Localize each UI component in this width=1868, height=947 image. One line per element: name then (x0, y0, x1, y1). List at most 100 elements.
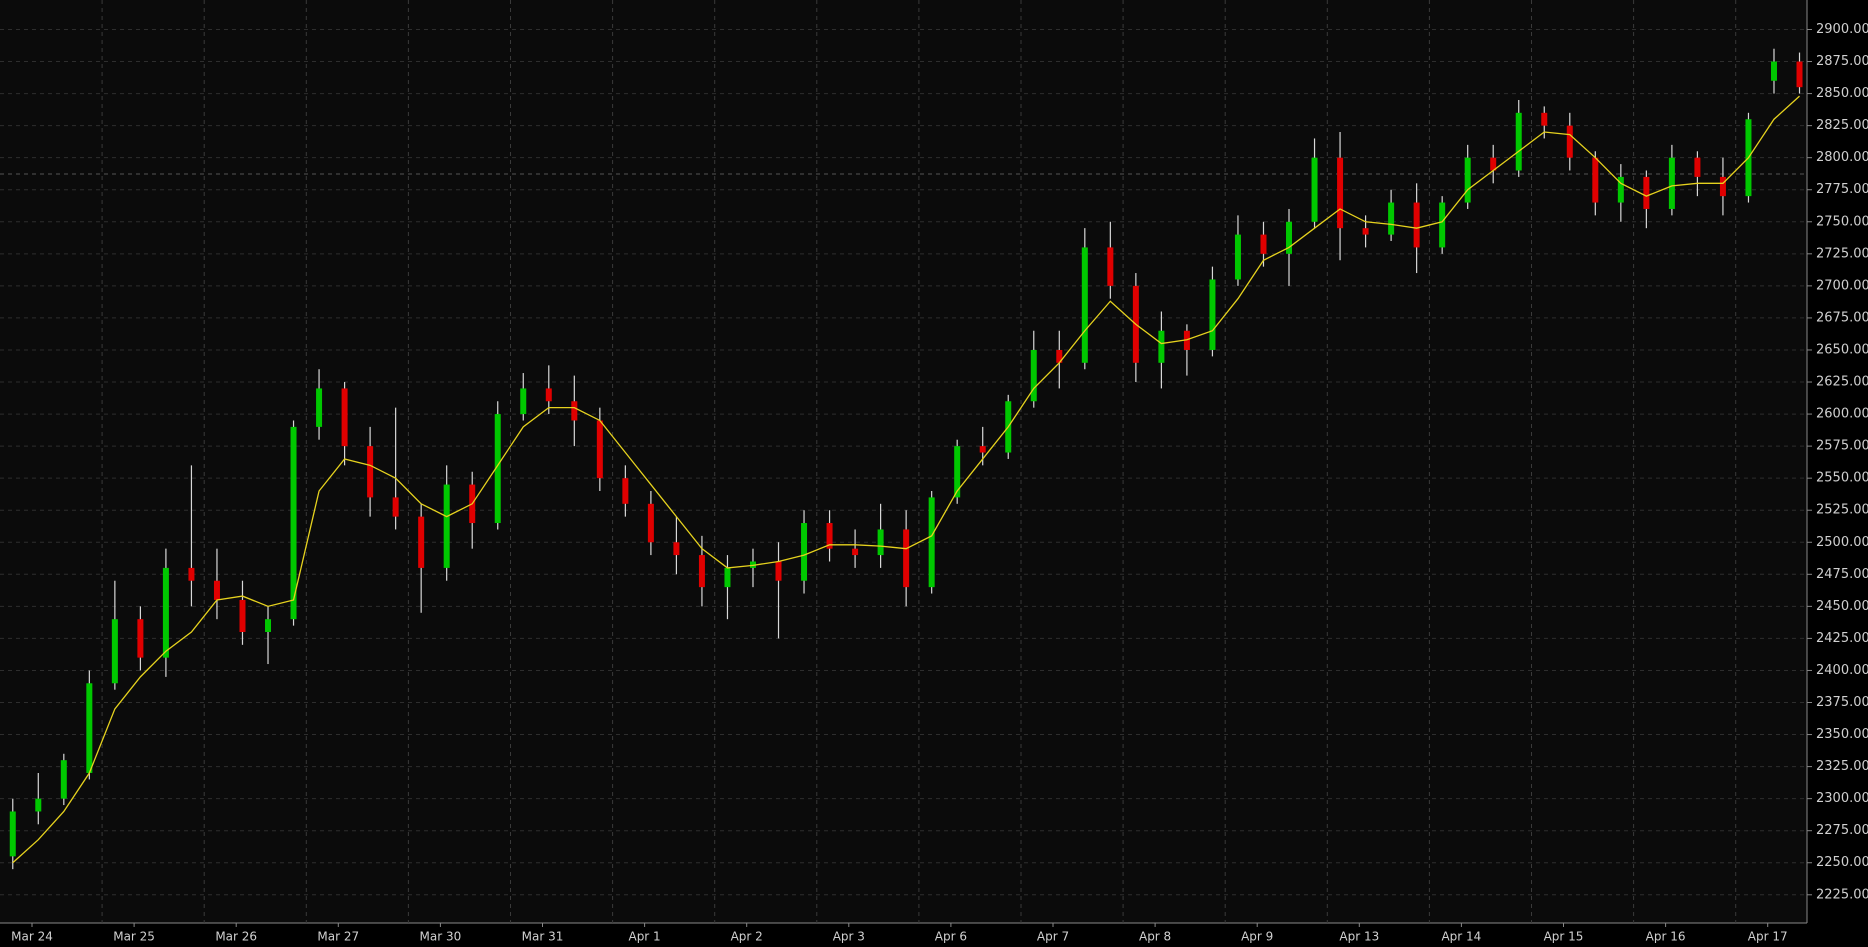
candle-body (928, 497, 935, 588)
y-tick-label: 2525.00 (1816, 503, 1868, 518)
candle-body (137, 619, 144, 658)
x-tick-label: Apr 9 (1241, 930, 1273, 944)
candle-body (1337, 157, 1344, 229)
y-tick-label: 2850.00 (1816, 86, 1868, 101)
x-tick-label: Mar 31 (522, 930, 564, 944)
x-tick-label: Apr 2 (731, 930, 763, 944)
candle-body (852, 548, 859, 556)
candle-body (188, 567, 195, 581)
y-tick-label: 2775.00 (1816, 182, 1868, 197)
x-tick-label: Apr 3 (833, 930, 865, 944)
y-tick-label: 2425.00 (1816, 631, 1868, 646)
candle-body (1439, 202, 1446, 248)
candle-body (1617, 176, 1624, 203)
candle-body (290, 426, 297, 620)
y-tick-label: 2325.00 (1816, 759, 1868, 774)
candle-body (1158, 330, 1165, 363)
x-tick-label: Apr 14 (1441, 930, 1481, 944)
candle-body (1643, 176, 1650, 209)
plot-area (0, 0, 1807, 923)
candle-body (9, 811, 16, 857)
y-tick-label: 2825.00 (1816, 118, 1868, 133)
candle-body (1668, 157, 1675, 209)
y-tick-label: 2475.00 (1816, 567, 1868, 582)
y-tick-label: 2400.00 (1816, 663, 1868, 678)
candle-body (213, 580, 220, 600)
candle-body (801, 523, 808, 581)
candle-body (954, 446, 961, 498)
y-tick-label: 2650.00 (1816, 342, 1868, 357)
y-tick-label: 2350.00 (1816, 727, 1868, 742)
y-tick-label: 2700.00 (1816, 278, 1868, 293)
candle-body (60, 760, 67, 799)
candle-body (1030, 349, 1037, 402)
y-tick-label: 2450.00 (1816, 599, 1868, 614)
candle-body (367, 446, 374, 498)
x-tick-label: Apr 17 (1748, 930, 1788, 944)
y-tick-label: 2875.00 (1816, 54, 1868, 69)
y-tick-label: 2300.00 (1816, 791, 1868, 806)
x-tick-label: Apr 13 (1339, 930, 1379, 944)
candle-body (1234, 234, 1241, 280)
candle-body (647, 503, 654, 543)
candle-body (1515, 112, 1522, 171)
candle-body (265, 619, 272, 632)
y-tick-label: 2625.00 (1816, 375, 1868, 390)
y-tick-label: 2250.00 (1816, 855, 1868, 870)
candle-body (545, 388, 552, 402)
candle-body (1566, 125, 1573, 158)
candle-body (1388, 202, 1395, 235)
candle-body (1056, 349, 1063, 363)
x-tick-label: Apr 1 (628, 930, 660, 944)
candle-body (724, 567, 731, 588)
x-tick-label: Apr 7 (1037, 930, 1069, 944)
candle-body (775, 561, 782, 581)
x-tick-label: Apr 16 (1646, 930, 1686, 944)
candle-body (162, 567, 169, 658)
candle-body (673, 542, 680, 556)
moving-average (12, 95, 1800, 864)
candle-body (1490, 157, 1497, 171)
candle-body (1311, 157, 1318, 222)
x-tick-label: Mar 24 (11, 930, 53, 944)
candle-body (571, 401, 578, 421)
candle-body (1464, 157, 1471, 203)
candle-body (698, 555, 705, 588)
y-tick-label: 2600.00 (1816, 407, 1868, 422)
candle-body (86, 683, 93, 774)
x-tick-label: Apr 6 (935, 930, 967, 944)
candle-body (418, 516, 425, 568)
candle-body (826, 523, 833, 549)
candle-body (1796, 61, 1803, 88)
candle-body (35, 798, 42, 812)
y-tick-label: 2575.00 (1816, 439, 1868, 454)
candle-body (443, 484, 450, 568)
y-tick-label: 2675.00 (1816, 310, 1868, 325)
y-tick-label: 2725.00 (1816, 246, 1868, 261)
candle-body (1209, 279, 1216, 350)
candle-body (1081, 247, 1088, 363)
candle-body (622, 478, 629, 504)
candle-body (903, 529, 910, 588)
candle-body (1286, 221, 1293, 254)
candle-body (341, 388, 348, 447)
x-tick-label: Mar 30 (420, 930, 462, 944)
candle-body (1413, 202, 1420, 248)
y-tick-label: 2750.00 (1816, 214, 1868, 229)
y-tick-label: 2375.00 (1816, 695, 1868, 710)
x-tick-label: Mar 25 (113, 930, 155, 944)
candle-body (239, 599, 246, 632)
candle-body (877, 529, 884, 556)
candle-body (1541, 112, 1548, 126)
candle-body (1107, 247, 1114, 286)
y-tick-label: 2275.00 (1816, 823, 1868, 838)
y-tick-label: 2225.00 (1816, 887, 1868, 902)
y-tick-label: 2800.00 (1816, 150, 1868, 165)
x-tick-label: Apr 8 (1139, 930, 1171, 944)
candle-body (494, 414, 501, 524)
candle-body (111, 619, 118, 684)
x-tick-label: Mar 26 (215, 930, 257, 944)
y-tick-label: 2500.00 (1816, 535, 1868, 550)
y-tick-label: 2900.00 (1816, 22, 1868, 37)
